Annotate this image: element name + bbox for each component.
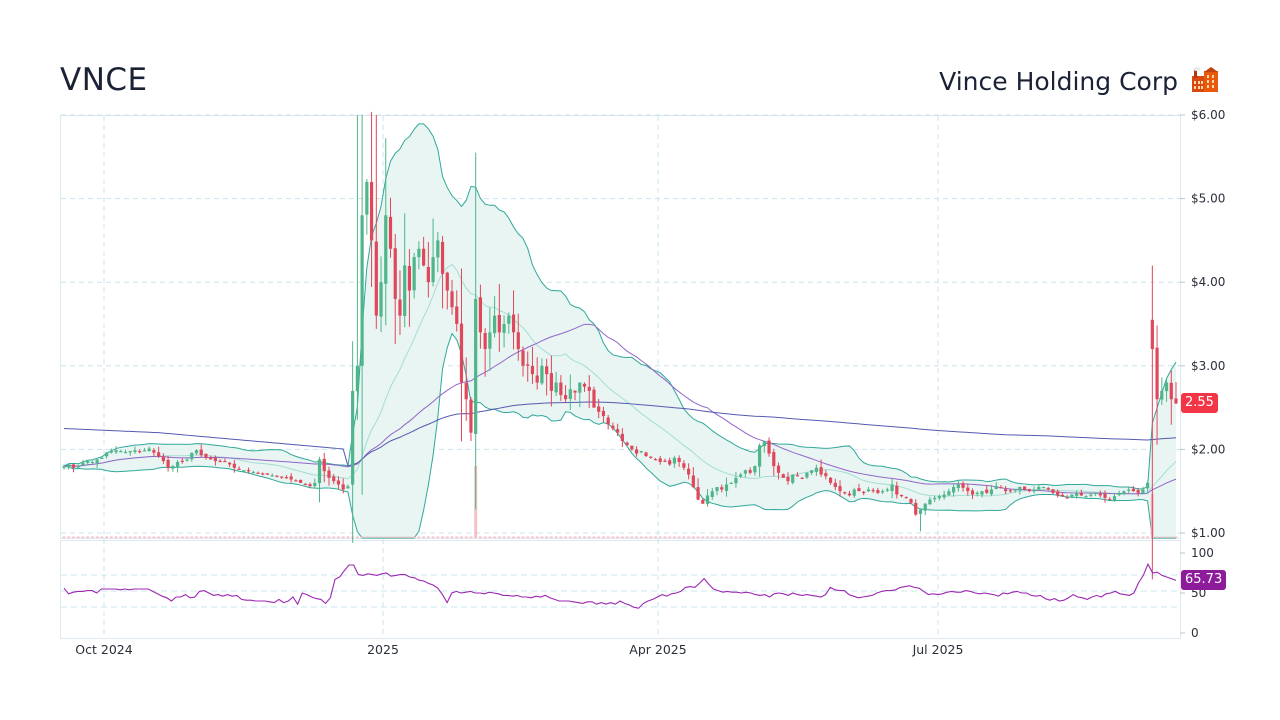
price-panel bbox=[60, 115, 1181, 539]
factory-icon bbox=[1192, 67, 1218, 92]
ticker-symbol: VNCE bbox=[60, 62, 148, 98]
svg-text:$5.00: $5.00 bbox=[1191, 192, 1225, 206]
svg-text:$4.00: $4.00 bbox=[1191, 275, 1225, 289]
price-axis: $1.00 $2.00 $3.00 $4.00 $5.00 $6.00 bbox=[1180, 108, 1225, 540]
svg-text:$6.00: $6.00 bbox=[1191, 108, 1225, 122]
bollinger-bands bbox=[63, 123, 1177, 539]
svg-text:0: 0 bbox=[1191, 626, 1199, 640]
svg-text:100: 100 bbox=[1191, 546, 1214, 560]
rsi-panel bbox=[60, 540, 1181, 639]
svg-text:Oct 2024: Oct 2024 bbox=[75, 642, 132, 657]
svg-text:$3.00: $3.00 bbox=[1191, 359, 1225, 373]
rsi-value-badge: 65.73 bbox=[1181, 570, 1227, 590]
svg-text:$1.00: $1.00 bbox=[1191, 526, 1225, 540]
company-name: Vince Holding Corp bbox=[939, 67, 1178, 96]
last-price-badge: 2.55 bbox=[1181, 393, 1218, 413]
candlesticks bbox=[62, 111, 1178, 580]
svg-text:Jul 2025: Jul 2025 bbox=[912, 642, 964, 657]
rsi-line bbox=[63, 562, 1177, 609]
svg-text:2025: 2025 bbox=[367, 642, 399, 657]
moving-averages bbox=[63, 323, 1177, 495]
svg-text:$2.00: $2.00 bbox=[1191, 442, 1225, 456]
date-axis: Oct 2024 2025 Apr 2025 Jul 2025 bbox=[75, 642, 963, 657]
svg-text:Apr 2025: Apr 2025 bbox=[629, 642, 686, 657]
